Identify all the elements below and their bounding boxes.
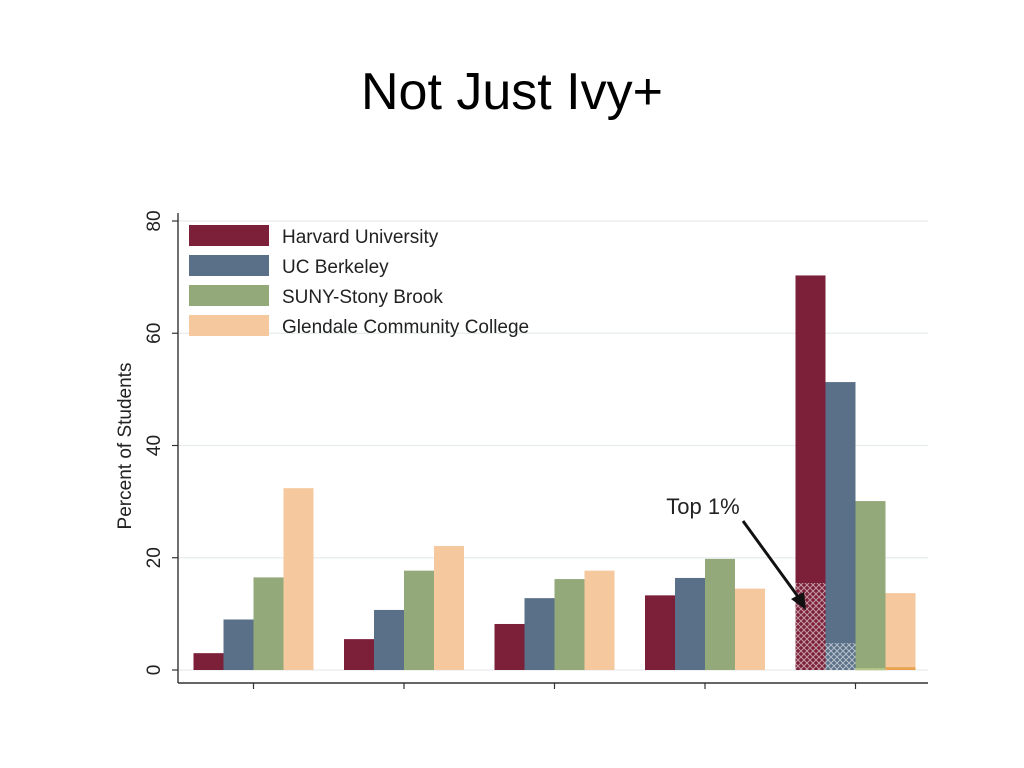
y-tick-label: 40 <box>144 435 165 456</box>
annotation-arrow-line <box>741 520 801 599</box>
top1-overlay-bar <box>825 643 856 670</box>
y-tick-label: 80 <box>144 210 165 231</box>
bar <box>735 588 765 670</box>
bar <box>705 558 735 670</box>
bar <box>885 593 916 670</box>
legend-swatch <box>189 285 269 306</box>
bar <box>855 501 886 670</box>
bar <box>253 577 284 670</box>
y-tick-label: 20 <box>144 547 165 568</box>
legend-label: Harvard University <box>282 227 439 248</box>
bar <box>494 623 525 670</box>
bar <box>645 595 675 670</box>
y-tick-label: 0 <box>144 665 165 676</box>
legend: Harvard University UC Berkeley SUNY-Stony … <box>189 225 529 338</box>
bar <box>374 609 404 670</box>
top1-overlay-bar <box>885 667 916 670</box>
bar <box>825 382 856 670</box>
legend-swatch <box>189 315 269 336</box>
legend-swatch <box>189 255 269 276</box>
slide-title: Not Just Ivy+ <box>361 63 663 121</box>
bar <box>283 488 314 670</box>
annotation: Top 1% <box>666 494 806 610</box>
legend-label: UC Berkeley <box>282 257 389 278</box>
legend-swatch <box>189 225 269 246</box>
bar <box>524 598 555 670</box>
bars <box>193 275 916 671</box>
bar <box>434 545 464 670</box>
legend-label: SUNY-Stony Brook <box>282 287 443 308</box>
axes: Percent of Students 0 20 40 60 80 <box>115 210 928 689</box>
top1-overlay-bar <box>855 668 886 671</box>
y-axis-label: Percent of Students <box>115 363 136 530</box>
annotation-label: Top 1% <box>666 494 739 519</box>
bar <box>344 639 374 670</box>
bar <box>404 570 434 670</box>
legend-label: Glendale Community College <box>282 317 529 338</box>
bar <box>584 570 615 670</box>
bar <box>193 653 224 670</box>
bar <box>554 579 585 670</box>
bar <box>223 619 254 670</box>
bar <box>675 577 705 670</box>
y-tick-label: 60 <box>144 323 165 344</box>
annotation-arrowhead <box>791 592 806 610</box>
